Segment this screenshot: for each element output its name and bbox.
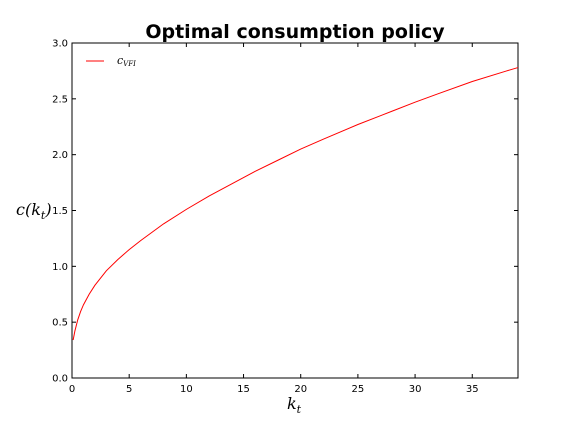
chart-title: Optimal consumption policy: [145, 21, 445, 43]
y-tick-label: 0.0: [52, 374, 68, 385]
y-axis-label-sub: t: [41, 209, 46, 222]
series-line-0: [72, 67, 519, 341]
y-tick-label: 1.5: [52, 206, 68, 217]
x-tick-label: 0: [69, 384, 75, 395]
x-tick-label: 30: [409, 384, 422, 395]
legend: cVFI: [86, 54, 136, 68]
y-axis-label: c(kt): [16, 200, 52, 222]
x-tick-label: 20: [294, 384, 307, 395]
y-axis-label-close: ): [44, 200, 51, 219]
x-axis-ticks: 0 5 10 15 20 25 30 35: [69, 43, 479, 395]
y-tick-label: 0.5: [52, 318, 68, 329]
x-axis-label-sub: t: [297, 403, 302, 416]
y-axis-ticks: 0.0 0.5 1.0 1.5 2.0 2.5 3.0: [52, 39, 518, 385]
x-axis-label-main: k: [287, 394, 297, 413]
x-axis-label: kt: [287, 394, 302, 416]
plot-frame: [71, 42, 519, 379]
legend-label-main: c: [117, 54, 123, 67]
series-layer: [72, 67, 519, 341]
x-tick-label: 35: [466, 384, 479, 395]
y-axis-label-main: c(k: [16, 200, 41, 219]
x-tick-label: 5: [126, 384, 132, 395]
x-tick-label: 10: [180, 384, 193, 395]
legend-label-sub: VFI: [123, 60, 136, 68]
y-tick-label: 2.5: [52, 94, 68, 105]
y-tick-label: 1.0: [52, 262, 68, 273]
x-tick-label: 25: [352, 384, 365, 395]
x-tick-label: 15: [237, 384, 250, 395]
y-tick-label: 3.0: [52, 39, 68, 50]
legend-label: cVFI: [117, 54, 136, 68]
y-tick-label: 2.0: [52, 150, 68, 161]
